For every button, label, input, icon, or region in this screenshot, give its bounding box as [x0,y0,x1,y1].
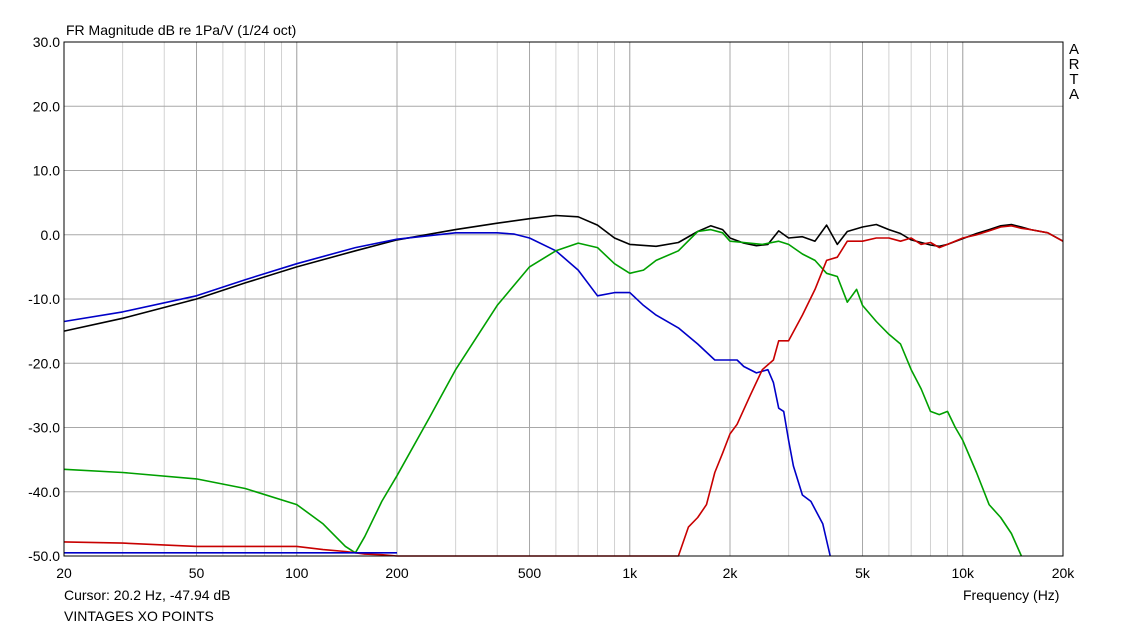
y-tick-label: -30.0 [28,420,60,436]
y-tick-label: -40.0 [28,484,60,500]
x-tick-label: 2k [723,565,739,581]
y-tick-label: -20.0 [28,355,60,371]
y-tick-label: 10.0 [33,163,60,179]
cursor-readout: Cursor: 20.2 Hz, -47.94 dB [64,587,231,603]
y-axis-ticks: 30.0 20.0 10.0 0.0 -10.0 -20.0 -30.0 -40.0 -50.0 [28,34,60,564]
x-tick-label: 10k [951,565,975,581]
plot-frame [63,41,1064,557]
series-line-1 [63,214,1064,332]
series-line-2 [63,232,831,557]
x-tick-label: 500 [518,565,542,581]
x-axis-label: Frequency (Hz) [963,587,1060,603]
x-tick-label: 1k [622,565,638,581]
grid-major-lines [63,41,1064,557]
x-tick-label: 100 [285,565,309,581]
series-layer [63,214,1064,557]
chart-title: FR Magnitude dB re 1Pa/V (1/24 oct) [66,22,297,38]
x-tick-label: 20k [1052,565,1076,581]
y-tick-label: -10.0 [28,291,60,307]
x-axis-ticks: 20 50 100 200 500 1k 2k 5k 10k 20k [56,565,1075,581]
x-tick-label: 5k [855,565,871,581]
x-tick-label: 20 [56,565,72,581]
series-line-4 [63,225,1064,557]
y-tick-label: 0.0 [41,227,61,243]
y-tick-label: 20.0 [33,98,60,114]
x-tick-label: 50 [189,565,205,581]
notes-text: VINTAGES XO POINTS [64,608,214,624]
y-tick-label: -50.0 [28,548,60,564]
y-tick-label: 30.0 [33,34,60,50]
x-tick-label: 200 [385,565,409,581]
series-line-3 [63,228,1023,557]
